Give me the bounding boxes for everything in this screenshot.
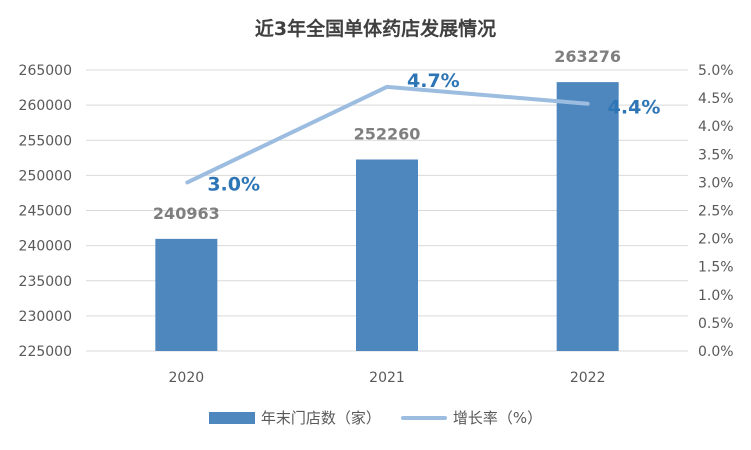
legend: 年末门店数（家） 增长率（%）: [0, 407, 751, 428]
y-right-tick-label: 1.5%: [698, 260, 734, 276]
y-right-tick-label: 3.5%: [698, 147, 734, 163]
y-left-tick-label: 225000: [19, 344, 72, 360]
x-tick-label: 2022: [570, 370, 606, 386]
legend-swatch-bar: [208, 411, 255, 424]
chart-canvas: 225000 230000 235000 240000 245000 250000 2550…: [19, 47, 734, 386]
y-right-tick-label: 4.0%: [698, 119, 734, 135]
bar-data-label: 252260: [354, 124, 421, 143]
legend-item-growth: 增长率（%）: [400, 407, 543, 428]
y-left-tick-label: 230000: [19, 309, 72, 325]
y-left-tick-label: 240000: [19, 239, 72, 255]
line-data-label: 3.0%: [207, 173, 260, 195]
line-data-label: 4.7%: [407, 70, 460, 92]
line-data-label: 4.4%: [608, 97, 661, 119]
y-right-tick-label: 2.0%: [698, 232, 734, 248]
y-right-tick-label: 0.5%: [698, 316, 734, 332]
bar-data-label: 263276: [554, 47, 621, 66]
legend-label-stores: 年末门店数（家）: [260, 409, 381, 427]
y-left-tick-label: 255000: [19, 133, 72, 149]
x-tick-label: 2020: [169, 370, 205, 386]
bar: [155, 238, 218, 351]
y-right-tick-label: 1.0%: [698, 288, 734, 304]
y-left-tick-label: 260000: [19, 98, 72, 114]
x-tick-label: 2021: [369, 370, 405, 386]
y-left-tick-label: 250000: [19, 168, 72, 184]
y-right-tick-label: 2.5%: [698, 204, 734, 220]
bar: [556, 82, 619, 352]
legend-swatch-line: [400, 415, 447, 420]
y-right-tick-label: 0.0%: [698, 344, 734, 360]
y-right-tick-label: 3.0%: [698, 175, 734, 191]
bar: [356, 159, 418, 351]
bar-data-label: 240963: [153, 204, 220, 223]
legend-label-growth: 增长率（%）: [452, 409, 543, 427]
y-right-tick-label: 4.5%: [698, 91, 734, 107]
y-right-tick-label: 5.0%: [698, 63, 734, 79]
y-left-tick-label: 245000: [19, 204, 72, 220]
y-left-tick-label: 235000: [19, 274, 72, 290]
chart-title: 近3年全国单体药店发展情况: [254, 18, 497, 40]
legend-item-stores: 年末门店数（家）: [208, 407, 381, 428]
growth-line: [185, 84, 590, 185]
y-left-tick-label: 265000: [19, 63, 72, 79]
